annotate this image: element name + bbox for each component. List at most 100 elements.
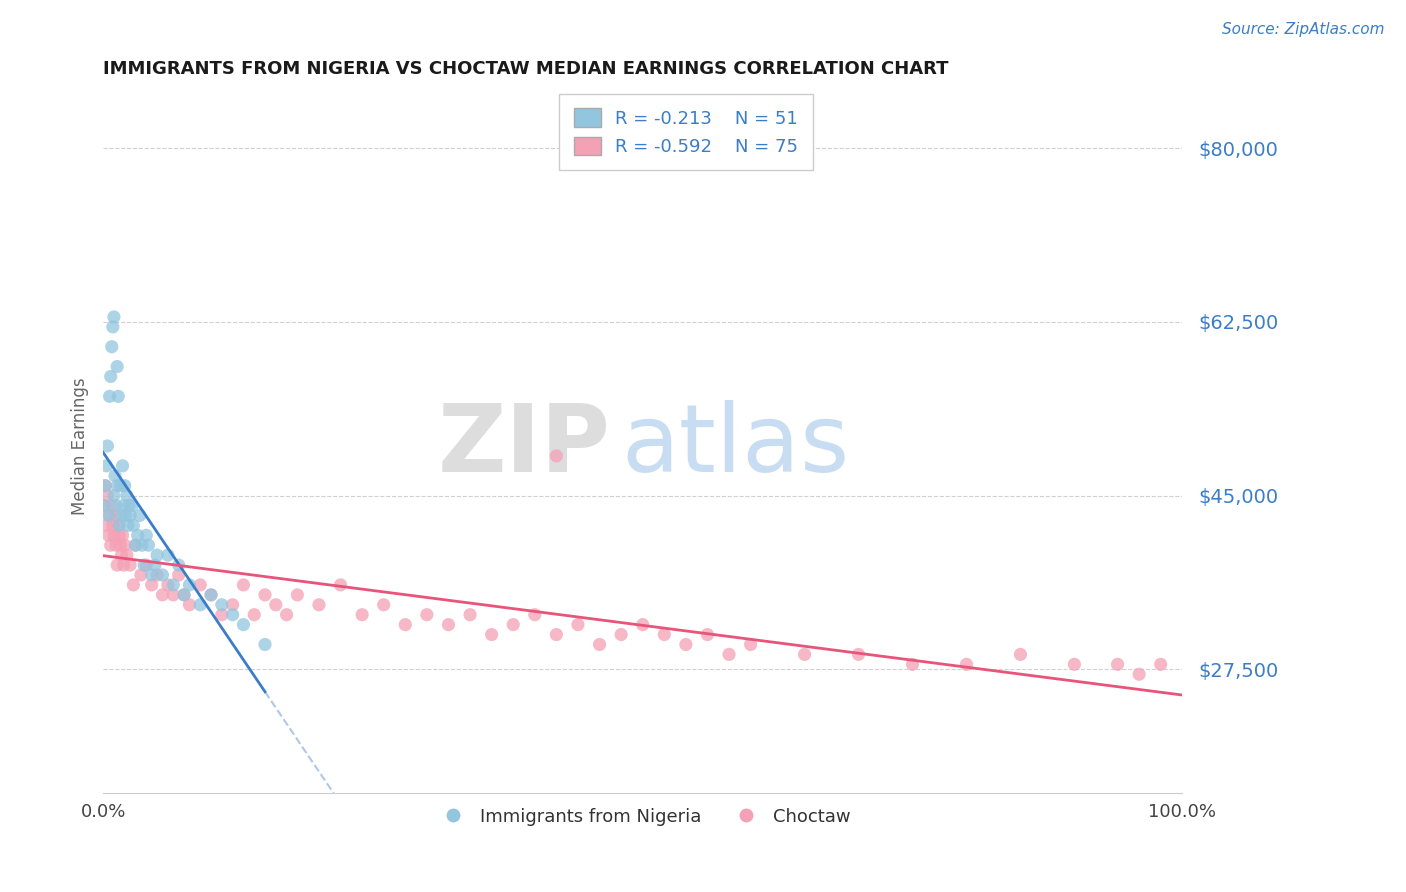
- Point: [124, 538, 146, 552]
- Point: [104, 468, 127, 483]
- Y-axis label: Median Earnings: Median Earnings: [72, 377, 89, 515]
- Point: [146, 548, 169, 562]
- Point: [121, 499, 143, 513]
- Point: [502, 617, 524, 632]
- Text: atlas: atlas: [621, 400, 849, 492]
- Point: [1107, 657, 1129, 672]
- Point: [232, 578, 254, 592]
- Point: [152, 568, 174, 582]
- Point: [96, 458, 118, 473]
- Point: [108, 528, 131, 542]
- Point: [124, 538, 146, 552]
- Point: [179, 578, 201, 592]
- Point: [718, 648, 741, 662]
- Point: [120, 558, 142, 572]
- Point: [100, 369, 122, 384]
- Point: [111, 458, 134, 473]
- Point: [105, 538, 128, 552]
- Point: [100, 340, 122, 354]
- Point: [118, 499, 141, 513]
- Point: [110, 538, 132, 552]
- Point: [98, 508, 121, 523]
- Point: [352, 607, 374, 622]
- Point: [652, 627, 675, 641]
- Point: [115, 489, 138, 503]
- Point: [141, 568, 163, 582]
- Point: [120, 508, 142, 523]
- Point: [110, 478, 132, 492]
- Point: [162, 588, 184, 602]
- Point: [96, 489, 118, 503]
- Point: [1150, 657, 1173, 672]
- Point: [103, 528, 125, 542]
- Point: [94, 478, 117, 492]
- Text: IMMIGRANTS FROM NIGERIA VS CHOCTAW MEDIAN EARNINGS CORRELATION CHART: IMMIGRANTS FROM NIGERIA VS CHOCTAW MEDIA…: [103, 60, 949, 78]
- Point: [156, 578, 179, 592]
- Point: [135, 558, 157, 572]
- Point: [173, 588, 195, 602]
- Point: [134, 558, 156, 572]
- Point: [221, 607, 243, 622]
- Point: [100, 538, 122, 552]
- Point: [675, 638, 697, 652]
- Point: [740, 638, 762, 652]
- Point: [276, 607, 298, 622]
- Point: [523, 607, 546, 622]
- Point: [105, 499, 128, 513]
- Point: [631, 617, 654, 632]
- Text: Source: ZipAtlas.com: Source: ZipAtlas.com: [1222, 22, 1385, 37]
- Point: [287, 588, 309, 602]
- Point: [211, 607, 233, 622]
- Point: [188, 598, 211, 612]
- Point: [546, 449, 568, 463]
- Point: [481, 627, 503, 641]
- Point: [232, 617, 254, 632]
- Point: [308, 598, 330, 612]
- Point: [93, 499, 115, 513]
- Point: [105, 359, 128, 374]
- Point: [98, 389, 121, 403]
- Point: [1128, 667, 1150, 681]
- Point: [101, 319, 124, 334]
- Point: [107, 518, 129, 533]
- Point: [107, 389, 129, 403]
- Point: [546, 627, 568, 641]
- Point: [103, 489, 125, 503]
- Point: [793, 648, 815, 662]
- Point: [221, 598, 243, 612]
- Point: [94, 478, 117, 492]
- Point: [131, 538, 153, 552]
- Point: [96, 518, 118, 533]
- Point: [110, 548, 132, 562]
- Point: [588, 638, 610, 652]
- Point: [97, 508, 120, 523]
- Point: [115, 548, 138, 562]
- Point: [373, 598, 395, 612]
- Point: [901, 657, 924, 672]
- Point: [128, 508, 150, 523]
- Point: [1063, 657, 1085, 672]
- Point: [93, 499, 115, 513]
- Point: [200, 588, 222, 602]
- Point: [122, 578, 145, 592]
- Point: [696, 627, 718, 641]
- Point: [179, 598, 201, 612]
- Point: [141, 578, 163, 592]
- Point: [162, 578, 184, 592]
- Point: [108, 518, 131, 533]
- Point: [114, 478, 136, 492]
- Legend: Immigrants from Nigeria, Choctaw: Immigrants from Nigeria, Choctaw: [427, 800, 858, 833]
- Point: [96, 439, 118, 453]
- Point: [105, 478, 128, 492]
- Point: [329, 578, 352, 592]
- Point: [114, 538, 136, 552]
- Point: [156, 548, 179, 562]
- Point: [103, 310, 125, 324]
- Point: [200, 588, 222, 602]
- Text: ZIP: ZIP: [437, 400, 610, 492]
- Point: [167, 568, 190, 582]
- Point: [152, 588, 174, 602]
- Point: [1010, 648, 1032, 662]
- Point: [567, 617, 589, 632]
- Point: [955, 657, 977, 672]
